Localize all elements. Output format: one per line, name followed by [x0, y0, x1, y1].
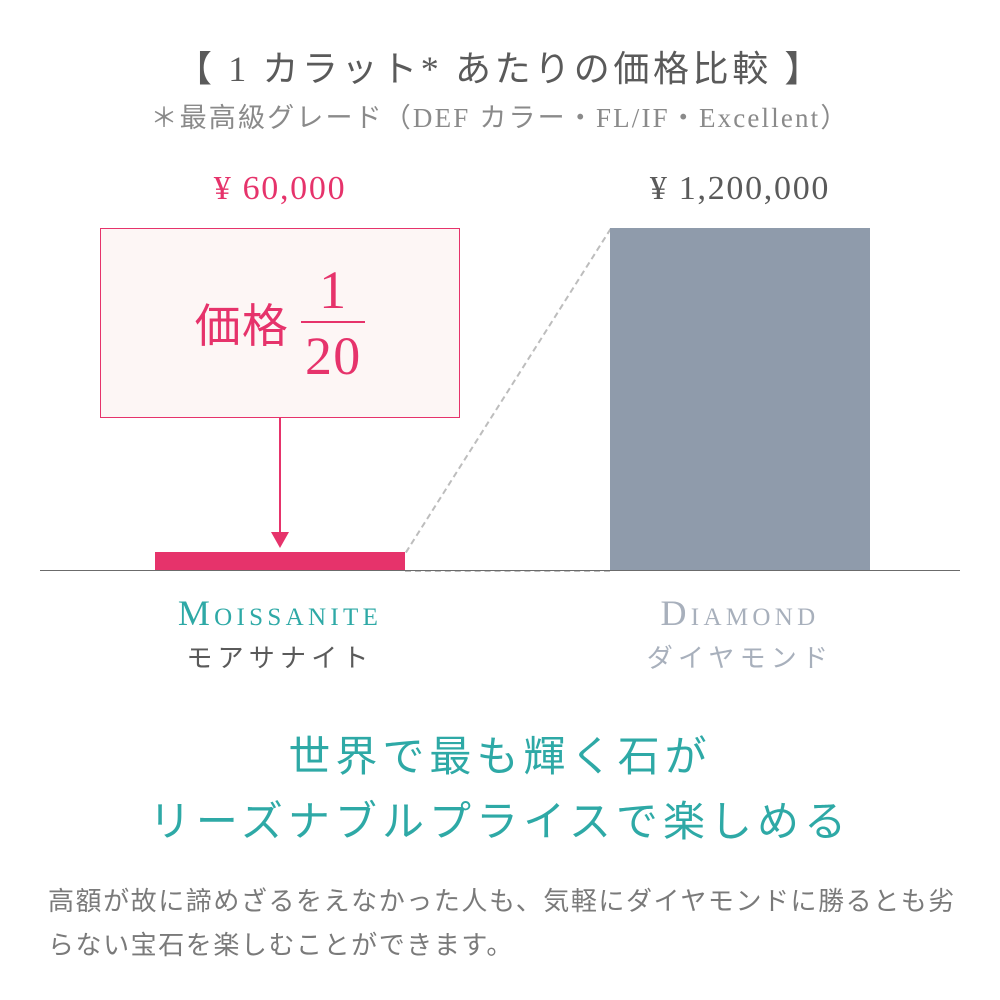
moissanite-name-en: Moissanite: [60, 592, 500, 634]
headline-line2: リーズナブルプライスで楽しめる: [149, 800, 851, 846]
baseline: [40, 570, 960, 571]
moissanite-price: ¥ 60,000: [80, 170, 480, 208]
headline-line1: 世界で最も輝く石が: [288, 735, 711, 781]
moissanite-bar: [155, 552, 405, 570]
arrow-head-icon: [271, 532, 289, 548]
price-ratio-callout: 価格 1 20: [100, 228, 460, 418]
headline: 世界で最も輝く石が リーズナブルプライスで楽しめる: [0, 726, 1000, 856]
title: 【 1 カラット* あたりの価格比較 】: [0, 40, 1000, 92]
fraction-denominator: 20: [305, 323, 362, 383]
arrow-line: [279, 418, 281, 532]
diamond-name-jp: ダイヤモンド: [520, 638, 960, 675]
infographic-root: 【 1 カラット* あたりの価格比較 】 ＊最高級グレード（DEF カラー・FL…: [0, 0, 1000, 1000]
diamond-bar: [610, 228, 870, 570]
fraction: 1 20: [301, 263, 365, 383]
callout-label: 価格: [195, 290, 290, 356]
callout-content: 価格 1 20: [195, 263, 366, 383]
moissanite-name-jp: モアサナイト: [60, 638, 500, 675]
subtitle: ＊最高級グレード（DEF カラー・FL/IF・Excellent）: [0, 96, 1000, 135]
diamond-name-en: Diamond: [520, 592, 960, 634]
diamond-price: ¥ 1,200,000: [540, 170, 940, 208]
fraction-numerator: 1: [301, 263, 365, 323]
body-text: 高額が故に諦めざるをえなかった人も、気軽にダイヤモンドに勝るとも劣らない宝石を楽…: [48, 880, 958, 968]
